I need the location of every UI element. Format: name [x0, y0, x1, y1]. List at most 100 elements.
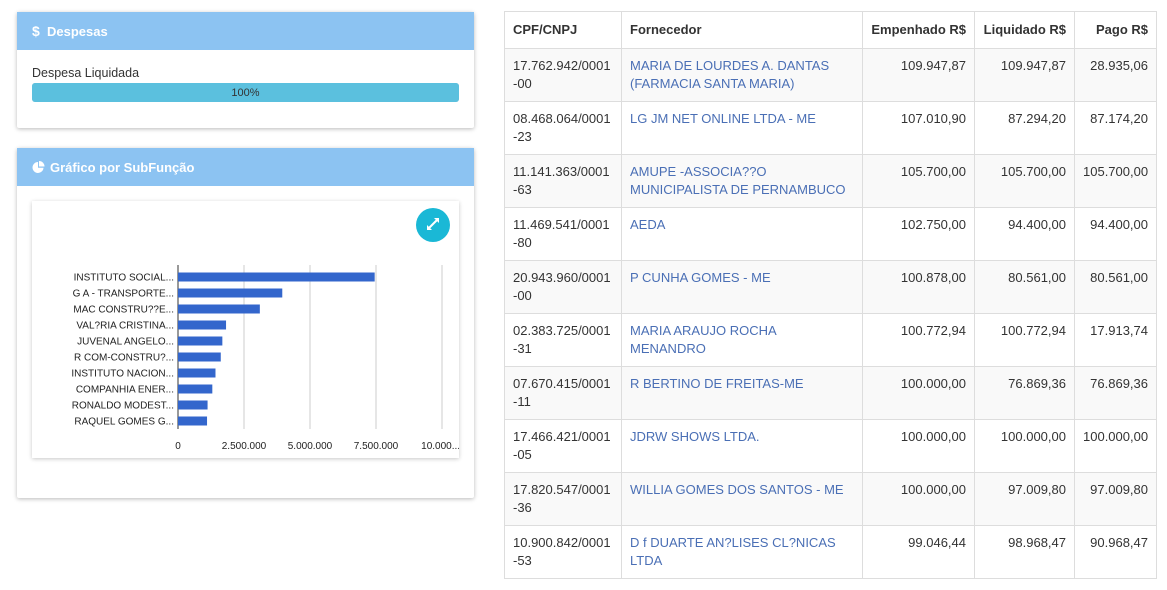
cell-empenhado: 100.878,00	[862, 260, 975, 314]
cell-empenhado: 100.772,94	[862, 313, 975, 367]
category-label: INSTITUTO SOCIAL...	[74, 273, 174, 284]
fornecedor-link[interactable]: AMUPE -ASSOCIA??O MUNICIPALISTA DE PERNA…	[621, 154, 863, 208]
despesas-panel: $ Despesas Despesa Liquidada 100%	[17, 12, 474, 128]
fornecedor-link[interactable]: R BERTINO DE FREITAS-ME	[621, 366, 863, 420]
table-row: 02.383.725/0001-31 MARIA ARAUJO ROCHA MEN…	[504, 313, 1157, 367]
bar-chart: 0 2.500.000 5.000.000 7.500.000 10.000.... IN…	[71, 265, 459, 452]
bar[interactable]	[178, 320, 227, 330]
category-label: INSTITUTO NACION...	[71, 369, 174, 380]
table-row: 17.762.942/0001-00 MARIA DE LOURDES A. DA…	[504, 48, 1157, 102]
cell-liquidado: 94.400,00	[974, 207, 1075, 261]
cell-cpf-cnpj: 17.762.942/0001-00	[504, 48, 622, 102]
x-tick-label: 2.500.000	[222, 441, 267, 452]
fornecedor-link[interactable]: JDRW SHOWS LTDA.	[621, 419, 863, 473]
bar[interactable]	[178, 304, 260, 314]
category-label: R COM-CONSTRU?...	[74, 353, 174, 364]
cell-empenhado: 105.700,00	[862, 154, 975, 208]
cell-cpf-cnpj: 20.943.960/0001-00	[504, 260, 622, 314]
fornecedor-link[interactable]: P CUNHA GOMES - ME	[621, 260, 863, 314]
grafico-panel: Gráfico por SubFunção 0 2.500.000 5.000.00…	[17, 148, 474, 498]
fornecedores-table: CPF/CNPJ Fornecedor Empenhado R$ Liquida…	[504, 11, 1157, 579]
cell-empenhado: 100.000,00	[862, 366, 975, 420]
table-header-row: CPF/CNPJ Fornecedor Empenhado R$ Liquida…	[504, 11, 1157, 49]
cell-pago: 97.009,80	[1074, 472, 1157, 526]
table-row: 11.469.541/0001-80 AEDA 102.750,00 94.400,0…	[504, 207, 1157, 261]
table-row: 17.466.421/0001-05 JDRW SHOWS LTDA. 100.00…	[504, 419, 1157, 473]
cell-empenhado: 100.000,00	[862, 472, 975, 526]
cell-pago: 90.968,47	[1074, 525, 1157, 579]
bar[interactable]	[178, 288, 283, 298]
bar[interactable]	[178, 400, 208, 410]
expand-button[interactable]	[416, 208, 450, 242]
bar[interactable]	[178, 272, 375, 282]
x-tick-label: 7.500.000	[354, 441, 399, 452]
bar[interactable]	[178, 336, 223, 346]
bar[interactable]	[178, 352, 221, 362]
cell-liquidado: 76.869,36	[974, 366, 1075, 420]
despesas-panel-header: $ Despesas	[17, 12, 474, 50]
cell-liquidado: 87.294,20	[974, 101, 1075, 155]
progress-bar: 100%	[32, 83, 459, 102]
cell-pago: 100.000,00	[1074, 419, 1157, 473]
header-pago[interactable]: Pago R$	[1074, 11, 1157, 49]
cell-pago: 87.174,20	[1074, 101, 1157, 155]
progress-track: 100%	[32, 83, 459, 102]
dollar-icon: $	[32, 24, 42, 38]
cell-empenhado: 107.010,90	[862, 101, 975, 155]
header-cpf-cnpj[interactable]: CPF/CNPJ	[504, 11, 622, 49]
cell-cpf-cnpj: 17.466.421/0001-05	[504, 419, 622, 473]
table-row: 11.141.363/0001-63 AMUPE -ASSOCIA??O MUNI…	[504, 154, 1157, 208]
cell-liquidado: 98.968,47	[974, 525, 1075, 579]
bar[interactable]	[178, 384, 213, 394]
despesas-panel-title: Despesas	[47, 23, 108, 39]
cell-pago: 17.913,74	[1074, 313, 1157, 367]
x-tick-label: 10.000....	[421, 441, 459, 452]
fornecedores-table-container: CPF/CNPJ Fornecedor Empenhado R$ Liquida…	[504, 11, 1157, 579]
cell-empenhado: 100.000,00	[862, 419, 975, 473]
grafico-panel-header: Gráfico por SubFunção	[17, 148, 474, 186]
category-label: COMPANHIA ENER...	[76, 385, 174, 396]
fornecedor-link[interactable]: MARIA DE LOURDES A. DANTAS (FARMACIA SAN…	[621, 48, 863, 102]
grafico-panel-title: Gráfico por SubFunção	[50, 159, 195, 175]
cell-cpf-cnpj: 02.383.725/0001-31	[504, 313, 622, 367]
fornecedor-link[interactable]: WILLIA GOMES DOS SANTOS - ME	[621, 472, 863, 526]
header-liquidado[interactable]: Liquidado R$	[974, 11, 1075, 49]
category-label: RAQUEL GOMES G...	[74, 417, 174, 428]
pie-chart-icon	[32, 160, 45, 174]
category-label: MAC CONSTRU??E...	[73, 305, 174, 316]
cell-cpf-cnpj: 08.468.064/0001-23	[504, 101, 622, 155]
x-tick-label: 5.000.000	[288, 441, 333, 452]
cell-pago: 105.700,00	[1074, 154, 1157, 208]
category-label: VAL?RIA CRISTINA...	[76, 321, 174, 332]
category-label: RONALDO MODEST...	[72, 401, 174, 412]
progress-text: 100%	[231, 86, 260, 99]
fornecedor-link[interactable]: AEDA	[621, 207, 863, 261]
table-row: 20.943.960/0001-00 P CUNHA GOMES - ME 100.…	[504, 260, 1157, 314]
cell-cpf-cnpj: 11.469.541/0001-80	[504, 207, 622, 261]
cell-liquidado: 109.947,87	[974, 48, 1075, 102]
x-tick-label: 0	[175, 441, 181, 452]
fornecedor-link[interactable]: MARIA ARAUJO ROCHA MENANDRO	[621, 313, 863, 367]
header-empenhado[interactable]: Empenhado R$	[862, 11, 975, 49]
table-row: 08.468.064/0001-23 LG JM NET ONLINE LTDA …	[504, 101, 1157, 155]
fornecedor-link[interactable]: D f DUARTE AN?LISES CL?NICAS LTDA	[621, 525, 863, 579]
table-row: 17.820.547/0001-36 WILLIA GOMES DOS SANTO…	[504, 472, 1157, 526]
cell-empenhado: 102.750,00	[862, 207, 975, 261]
progress-label: Despesa Liquidada	[32, 66, 140, 80]
cell-cpf-cnpj: 10.900.842/0001-53	[504, 525, 622, 579]
expand-icon	[426, 217, 440, 234]
svg-text:$: $	[32, 24, 40, 38]
cell-liquidado: 80.561,00	[974, 260, 1075, 314]
fornecedor-link[interactable]: LG JM NET ONLINE LTDA - ME	[621, 101, 863, 155]
cell-liquidado: 100.000,00	[974, 419, 1075, 473]
table-row: 10.900.842/0001-53 D f DUARTE AN?LISES CL…	[504, 525, 1157, 579]
header-fornecedor[interactable]: Fornecedor	[621, 11, 863, 49]
category-label: G A - TRANSPORTE...	[73, 289, 174, 300]
cell-empenhado: 99.046,44	[862, 525, 975, 579]
bar[interactable]	[178, 368, 216, 378]
chart-card: 0 2.500.000 5.000.000 7.500.000 10.000.... IN…	[32, 201, 459, 458]
cell-cpf-cnpj: 11.141.363/0001-63	[504, 154, 622, 208]
table-row: 07.670.415/0001-11 R BERTINO DE FREITAS-M…	[504, 366, 1157, 420]
bar[interactable]	[178, 416, 208, 426]
cell-cpf-cnpj: 07.670.415/0001-11	[504, 366, 622, 420]
